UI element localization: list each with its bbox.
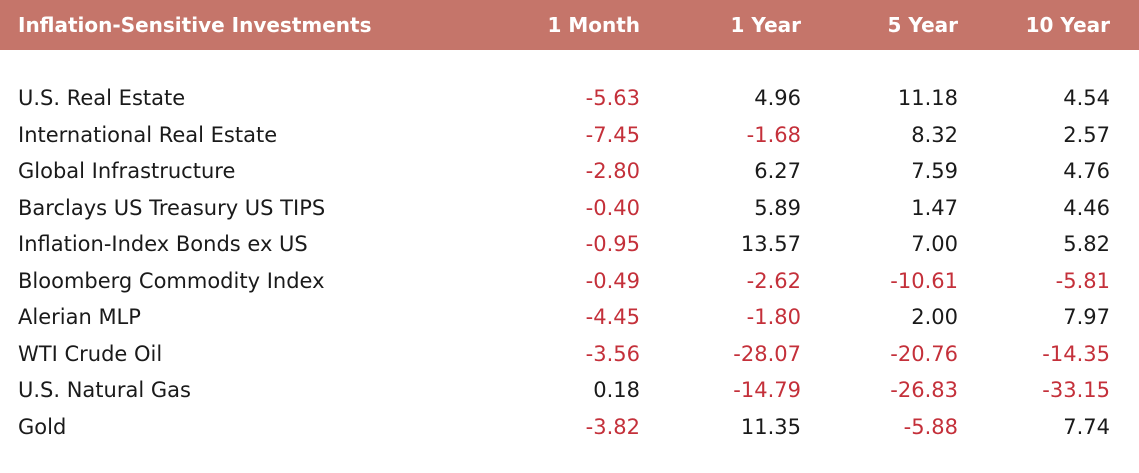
value-1-year: -1.68 [746, 123, 801, 147]
value-10-year: -33.15 [1042, 378, 1110, 402]
value-1-year: 6.27 [754, 159, 801, 183]
value-10-year: -5.81 [1055, 269, 1110, 293]
value-1-year: 4.96 [754, 86, 801, 110]
table-row: International Real Estate -7.45 -1.68 8.… [0, 117, 1139, 153]
value-1-month: -7.45 [585, 123, 640, 147]
row-label: Barclays US Treasury US TIPS [18, 196, 326, 220]
row-label: WTI Crude Oil [18, 342, 163, 366]
value-5-year: -20.76 [890, 342, 958, 366]
value-1-month: -0.49 [585, 269, 640, 293]
table-row: WTI Crude Oil -3.56 -28.07 -20.76 -14.35 [0, 336, 1139, 372]
value-1-year: 11.35 [740, 415, 801, 439]
header-10-year: 10 Year [1025, 13, 1110, 37]
table-row: U.S. Natural Gas 0.18 -14.79 -26.83 -33.… [0, 372, 1139, 408]
value-10-year: 7.97 [1063, 305, 1110, 329]
header-title: Inflation-Sensitive Investments [18, 13, 372, 37]
value-10-year: 7.74 [1063, 415, 1110, 439]
value-1-month: -2.80 [585, 159, 640, 183]
value-5-year: 8.32 [911, 123, 958, 147]
row-label: Gold [18, 415, 67, 439]
value-1-month: -3.82 [585, 415, 640, 439]
value-10-year: 2.57 [1063, 123, 1110, 147]
table-row: U.S. Real Estate -5.63 4.96 11.18 4.54 [0, 80, 1139, 116]
value-5-year: -26.83 [890, 378, 958, 402]
table-header: Inflation-Sensitive Investments 1 Month … [0, 0, 1139, 50]
row-label: International Real Estate [18, 123, 278, 147]
value-5-year: -10.61 [890, 269, 958, 293]
value-1-month: -0.40 [585, 196, 640, 220]
value-1-year: -14.79 [733, 378, 801, 402]
value-1-month: -4.45 [585, 305, 640, 329]
value-5-year: -5.88 [903, 415, 958, 439]
header-1-month: 1 Month [547, 13, 640, 37]
header-5-year: 5 Year [887, 13, 958, 37]
value-10-year: 4.54 [1063, 86, 1110, 110]
value-10-year: 4.76 [1063, 159, 1110, 183]
table-row: Inflation-Index Bonds ex US -0.95 13.57 … [0, 226, 1139, 262]
value-5-year: 7.59 [911, 159, 958, 183]
table-row: Bloomberg Commodity Index -0.49 -2.62 -1… [0, 263, 1139, 299]
value-1-month: -5.63 [585, 86, 640, 110]
value-1-month: -3.56 [585, 342, 640, 366]
value-5-year: 2.00 [911, 305, 958, 329]
value-1-month: -0.95 [585, 232, 640, 256]
row-label: U.S. Natural Gas [18, 378, 191, 402]
value-1-year: -2.62 [746, 269, 801, 293]
row-label: U.S. Real Estate [18, 86, 186, 110]
table-row: Gold -3.82 11.35 -5.88 7.74 [0, 409, 1139, 445]
value-10-year: 5.82 [1063, 232, 1110, 256]
value-5-year: 7.00 [911, 232, 958, 256]
table-row: Alerian MLP -4.45 -1.80 2.00 7.97 [0, 299, 1139, 335]
value-10-year: 4.46 [1063, 196, 1110, 220]
row-label: Alerian MLP [18, 305, 141, 329]
row-label: Inflation-Index Bonds ex US [18, 232, 308, 256]
value-1-year: 13.57 [740, 232, 801, 256]
value-1-month: 0.18 [593, 378, 640, 402]
value-10-year: -14.35 [1042, 342, 1110, 366]
value-1-year: -28.07 [733, 342, 801, 366]
value-5-year: 11.18 [897, 86, 958, 110]
header-1-year: 1 Year [730, 13, 801, 37]
value-5-year: 1.47 [911, 196, 958, 220]
table-row: Barclays US Treasury US TIPS -0.40 5.89 … [0, 190, 1139, 226]
table-row: Global Infrastructure -2.80 6.27 7.59 4.… [0, 153, 1139, 189]
row-label: Global Infrastructure [18, 159, 236, 183]
row-label: Bloomberg Commodity Index [18, 269, 325, 293]
value-1-year: -1.80 [746, 305, 801, 329]
value-1-year: 5.89 [754, 196, 801, 220]
